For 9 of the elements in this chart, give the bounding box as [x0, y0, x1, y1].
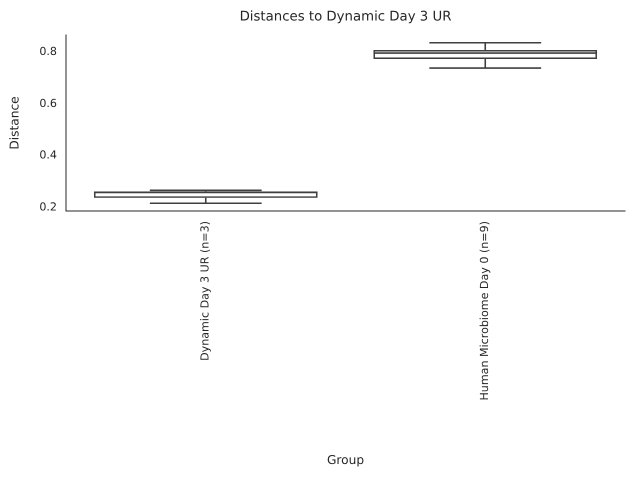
y-tick-label: 0.2: [39, 200, 57, 214]
y-tick-label: 0.6: [39, 96, 57, 110]
x-tick-label: Human Microbiome Day 0 (n=9): [478, 221, 492, 401]
chart-title: Distances to Dynamic Day 3 UR: [240, 9, 452, 24]
y-tick-label: 0.4: [39, 148, 57, 162]
x-tick-label: Dynamic Day 3 UR (n=3): [198, 221, 212, 361]
y-tick-label: 0.8: [39, 45, 57, 58]
x-axis-title: Group: [326, 452, 364, 467]
y-axis-title: Distance: [7, 96, 22, 150]
